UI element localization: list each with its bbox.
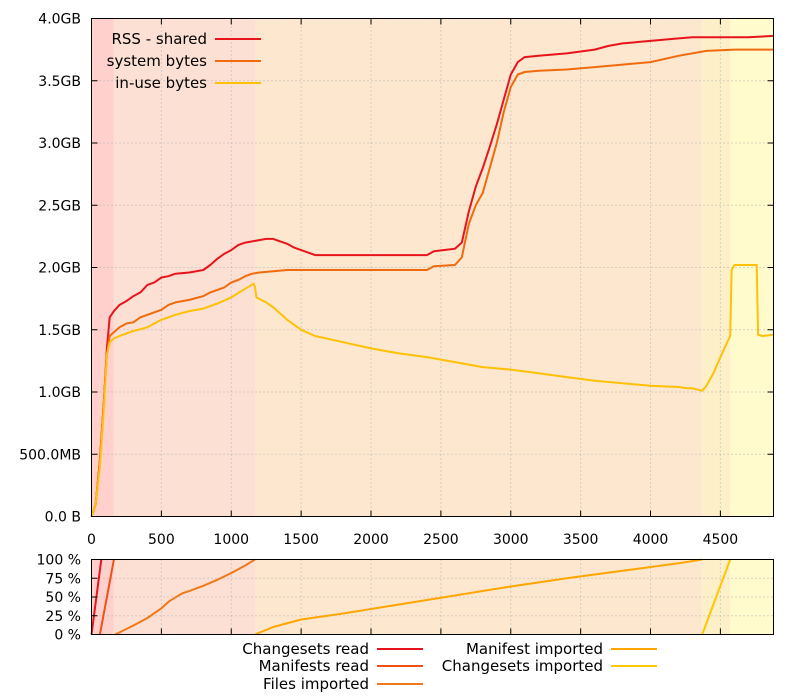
legend-label: Changesets imported	[442, 657, 603, 675]
y-tick-label: 0 %	[54, 628, 81, 644]
y-axis-ticks: 0.0 B 500.0MB 1.0GB 1.5GB 2.0GB 2.5GB 3.0GB 3.5…	[19, 12, 774, 526]
series-line-rss-shared	[90, 34, 774, 517]
series-line-system-bytes	[90, 48, 774, 517]
series-lines	[90, 558, 732, 636]
x-tick-label: 500	[148, 532, 175, 548]
x-tick-label: 4000	[633, 532, 669, 548]
legend-item: system bytes	[107, 52, 261, 70]
legend-label: Manifests read	[259, 657, 369, 675]
legend-label: system bytes	[107, 52, 208, 70]
series-line-in-use-bytes	[90, 264, 774, 517]
progress-line-manifest-imported	[254, 558, 703, 636]
legend-item: Manifests read	[259, 657, 423, 675]
x-tick-label: 2500	[423, 532, 459, 548]
y-tick-label: 50 %	[45, 590, 81, 606]
legend-label: Changesets read	[242, 640, 369, 658]
y-tick-label: 3.0GB	[38, 136, 81, 152]
x-tick-label: 1500	[283, 532, 319, 548]
legend-item: in-use bytes	[115, 74, 261, 92]
legend-label: in-use bytes	[115, 74, 207, 92]
phase-band-2	[255, 18, 703, 517]
progress-line-manifests-read	[98, 559, 115, 635]
x-tick-label: 4500	[703, 532, 739, 548]
legend-label: Files imported	[263, 675, 369, 693]
legend-item: Files imported	[263, 675, 423, 693]
y-tick-label: 3.5GB	[38, 74, 81, 90]
x-tick-label: 3500	[563, 532, 599, 548]
y-tick-label: 100 %	[37, 553, 81, 569]
y-tick-label: 1.5GB	[38, 323, 81, 339]
x-tick-label: 1000	[213, 532, 249, 548]
legend: RSS - shared system bytes in-use bytes	[107, 30, 261, 92]
y-tick-label: 2.5GB	[38, 198, 81, 214]
legend-label: Manifest imported	[466, 640, 603, 658]
y-tick-label: 75 %	[45, 571, 81, 587]
legend-label: RSS - shared	[111, 30, 207, 48]
phase-band-2	[255, 559, 703, 635]
y-tick-label: 0.0 B	[45, 510, 81, 526]
x-axis-ticks: 0 500 1000 1500 2000 2500 3000 3500 4000 4500	[87, 18, 739, 548]
x-tick-label: 2000	[353, 532, 389, 548]
y-tick-label: 25 %	[45, 609, 81, 625]
legend-item: Changesets imported	[442, 657, 657, 675]
y-tick-label: 4.0GB	[38, 12, 81, 28]
series-lines	[90, 34, 774, 517]
y-tick-label: 500.0MB	[19, 447, 81, 463]
progress-line-files-imported	[114, 558, 256, 636]
progress-chart: 0 %25 %50 %75 %100 % Changesets readMani…	[37, 553, 774, 693]
legend-item: Changesets read	[242, 640, 423, 658]
y-axis-ticks: 0 % 25 % 50 % 75 % 100 %	[37, 553, 721, 644]
x-tick-label: 3000	[493, 532, 529, 548]
x-tick-label: 0	[87, 532, 96, 548]
y-tick-label: 1.0GB	[38, 385, 81, 401]
memory-usage-chart: 0.0 B 500.0MB 1.0GB 1.5GB 2.0GB 2.5GB 3.0GB 3.5…	[19, 12, 774, 548]
phase-bands	[91, 18, 774, 517]
y-tick-label: 2.0GB	[38, 261, 81, 277]
legend-item: Manifest imported	[466, 640, 657, 658]
legend-item: RSS - shared	[111, 30, 261, 48]
progress-line-changesets-imported	[701, 559, 732, 635]
